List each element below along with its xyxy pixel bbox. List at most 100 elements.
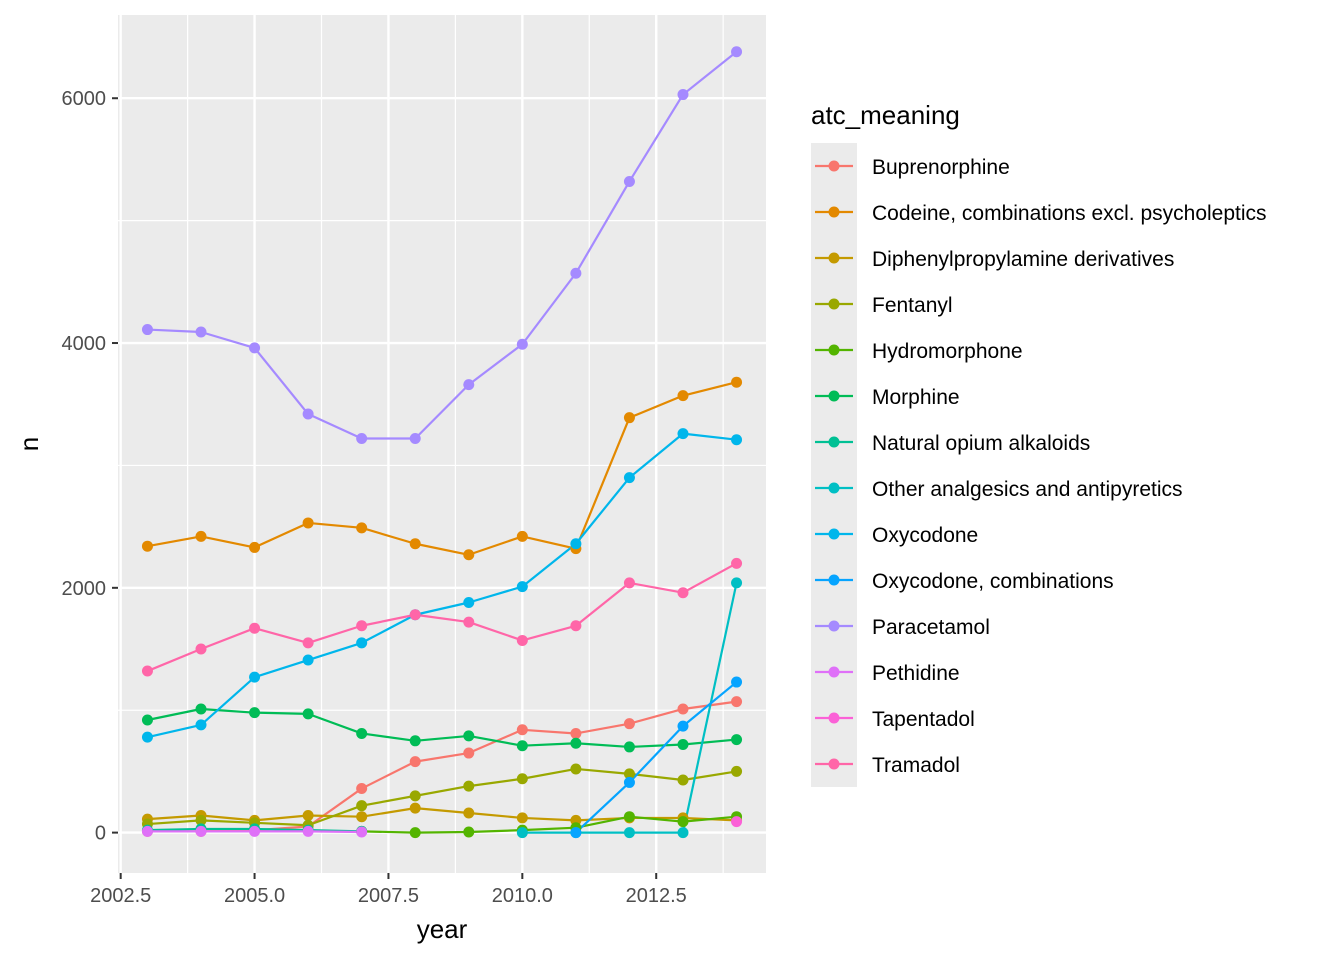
data-point — [409, 609, 421, 621]
data-point — [570, 763, 582, 775]
y-tick-label: 0 — [95, 823, 106, 845]
data-point — [677, 827, 689, 839]
legend-label: Codeine, combinations excl. psycholeptic… — [872, 202, 1267, 225]
plot-panel — [118, 15, 766, 873]
y-tick-label: 6000 — [62, 88, 107, 110]
series-line — [147, 432, 737, 739]
series-line — [147, 50, 738, 440]
data-point — [570, 827, 582, 839]
data-point — [731, 696, 743, 708]
data-point — [195, 719, 207, 731]
data-point — [356, 620, 368, 632]
legend-key-point — [828, 252, 840, 264]
legend-key-point — [828, 390, 840, 402]
data-point — [249, 707, 261, 719]
legend-label: Morphine — [872, 386, 960, 409]
legend-title: atc_meaning — [811, 100, 960, 130]
data-point — [570, 267, 582, 279]
data-point — [570, 538, 582, 550]
x-axis: 2002.5 2005.0 2007.5 2010.0 2012.5 — [90, 873, 687, 907]
data-point — [195, 825, 207, 837]
legend-item: Oxycodone, combinations — [811, 557, 1114, 603]
data-point — [463, 549, 475, 561]
data-point — [302, 654, 314, 666]
data-point — [409, 538, 421, 550]
legend-label: Natural opium alkaloids — [872, 432, 1090, 455]
data-point — [356, 783, 368, 795]
data-point — [731, 577, 743, 589]
data-point — [463, 616, 475, 628]
data-point — [677, 738, 689, 750]
data-point — [409, 735, 421, 747]
data-point — [302, 825, 314, 837]
data-point — [677, 816, 689, 828]
legend-label: Tramadol — [872, 754, 960, 777]
data-point — [677, 390, 689, 402]
series-line — [147, 707, 737, 749]
data-point — [731, 676, 743, 688]
legend-label: Buprenorphine — [872, 156, 1010, 179]
data-point — [570, 737, 582, 749]
data-point — [463, 730, 475, 742]
data-point — [516, 740, 528, 752]
legend-key-point — [828, 666, 840, 678]
data-point — [623, 412, 635, 424]
data-point — [731, 765, 743, 777]
data-point — [141, 825, 153, 837]
data-point — [302, 637, 314, 649]
data-point — [302, 517, 314, 529]
data-point — [623, 827, 635, 839]
data-point — [623, 718, 635, 730]
data-point — [623, 811, 635, 823]
data-point — [463, 807, 475, 819]
data-point — [677, 89, 689, 101]
minor-gridlines — [118, 15, 766, 873]
y-axis: 0 2000 4000 6000 — [62, 88, 118, 845]
legend-key-point — [828, 620, 840, 632]
data-point — [249, 622, 261, 634]
series-lines — [147, 50, 738, 834]
data-point — [249, 825, 261, 837]
legend-item: Pethidine — [811, 649, 960, 695]
legend-key-point — [828, 574, 840, 586]
data-point — [731, 46, 743, 58]
data-point — [623, 472, 635, 484]
data-point — [516, 581, 528, 593]
data-point — [731, 557, 743, 569]
data-point — [623, 741, 635, 753]
data-point — [516, 827, 528, 839]
data-point — [677, 720, 689, 732]
legend-label: Pethidine — [872, 662, 960, 685]
legend-label: Diphenylpropylamine derivatives — [872, 248, 1174, 271]
legend-label: Other analgesics and antipyretics — [872, 478, 1183, 501]
data-point — [141, 731, 153, 743]
data-point — [195, 643, 207, 655]
data-point — [409, 790, 421, 802]
series-line — [575, 681, 738, 834]
data-point — [623, 175, 635, 187]
data-point — [141, 324, 153, 336]
data-point — [249, 342, 261, 354]
data-point — [356, 800, 368, 812]
series-line — [361, 815, 737, 834]
data-point — [409, 756, 421, 768]
x-tick-label: 2002.5 — [90, 885, 151, 907]
data-point — [249, 541, 261, 553]
legend-key-point — [828, 344, 840, 356]
data-point — [677, 703, 689, 715]
data-point — [302, 809, 314, 821]
y-axis-title: n — [14, 437, 44, 451]
data-point — [463, 826, 475, 838]
x-tick-label: 2010.0 — [492, 885, 553, 907]
data-point — [356, 637, 368, 649]
data-point — [623, 577, 635, 589]
legend-label: Paracetamol — [872, 616, 990, 639]
legend-key-point — [828, 436, 840, 448]
data-point — [677, 428, 689, 440]
data-point — [570, 727, 582, 739]
x-tick-label: 2005.0 — [224, 885, 285, 907]
data-point — [356, 432, 368, 444]
data-point — [463, 747, 475, 759]
